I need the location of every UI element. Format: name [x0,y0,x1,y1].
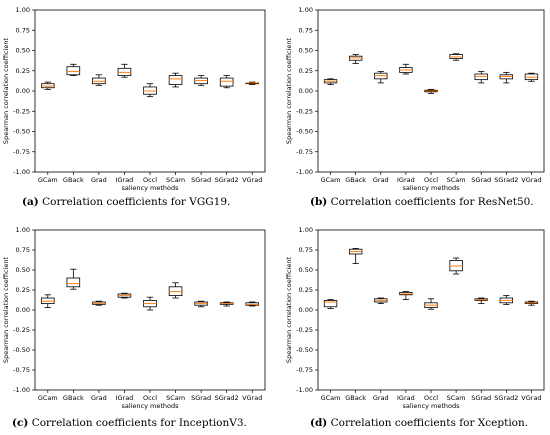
xtick-label-c-6: SGrad [191,394,211,402]
xtick-label-c-5: SCam [166,394,185,402]
ytick-label-a-5: 0.25 [16,67,30,75]
ytick-label-c-6: 0.50 [16,266,30,274]
xtick-label-a-5: SCam [166,176,185,184]
xtick-label-d-1: GBack [345,394,366,402]
ytick-label-a-4: 0.00 [16,87,30,95]
ytick-label-a-3: -0.25 [13,107,30,115]
xtick-label-a-8: VGrad [242,176,262,184]
ytick-label-d-4: 0.00 [299,306,313,314]
ytick-label-c-4: 0.00 [16,306,30,314]
ylabel-b: Spearman correlation coefficient [285,37,293,144]
caption-d-text: Correlation coefficients for Xception. [330,417,529,429]
xtick-label-b-0: GCam [321,176,341,184]
xtick-label-d-6: SGrad [471,394,491,402]
xtick-label-d-0: GCam [321,394,341,402]
caption-c-text: Correlation coefficients for InceptionV3… [31,417,247,429]
ytick-label-c-5: 0.25 [16,286,30,294]
caption-c: (c) Correlation coefficients for Incepti… [12,417,247,429]
ytick-label-d-5: 0.25 [299,286,313,294]
ytick-label-b-6: 0.50 [299,47,313,55]
box-a-7 [219,77,234,87]
xtick-label-b-6: SGrad [471,176,491,184]
ytick-label-c-7: 0.75 [16,246,30,254]
box-d-0 [323,299,338,308]
xtick-label-b-8: VGrad [521,176,541,184]
ytick-label-c-3: -0.25 [13,326,30,334]
xlabel-b: saliency methods [402,184,460,192]
xtick-label-d-7: SGrad2 [494,394,518,402]
xtick-label-c-8: VGrad [242,394,262,402]
ytick-label-d-3: -0.25 [296,326,313,334]
ytick-label-b-8: 1.00 [299,6,313,14]
xtick-label-c-3: IGrad [116,394,134,402]
caption-a: (a) Correlation coefficients for VGG19. [22,196,230,208]
xtick-label-d-5: SCam [447,394,466,402]
xlabel-c: saliency methods [121,402,179,410]
ytick-label-d-6: 0.50 [299,266,313,274]
xtick-label-d-8: VGrad [521,394,541,402]
caption-b-tag: (b) [310,196,328,208]
ytick-label-b-7: 0.75 [299,26,313,34]
ytick-label-b-0: -1.00 [296,168,313,176]
ytick-label-c-2: -0.50 [13,346,30,354]
ylabel-c: Spearman correlation coefficient [2,256,10,363]
xtick-label-d-4: Occl [424,394,438,402]
ytick-label-a-1: -0.75 [13,148,30,156]
xtick-label-b-7: SGrad2 [494,176,518,184]
ytick-label-a-0: -1.00 [13,168,30,176]
xtick-label-b-5: SCam [447,176,466,184]
box-a-5 [168,75,183,85]
ytick-label-c-8: 1.00 [16,226,30,234]
caption-b: (b) Correlation coefficients for ResNet5… [310,196,534,208]
ytick-label-a-8: 1.00 [16,6,30,14]
ylabel-a: Spearman correlation coefficient [2,37,10,144]
xtick-label-c-4: Occl [143,394,157,402]
ytick-label-a-6: 0.50 [16,47,30,55]
xtick-label-a-1: GBack [63,176,84,184]
xtick-label-c-7: SGrad2 [215,394,239,402]
xtick-label-c-1: GBack [63,394,84,402]
caption-d: (d) Correlation coefficients for Xceptio… [310,417,528,429]
xtick-label-b-1: GBack [345,176,366,184]
caption-d-tag: (d) [310,417,328,429]
xlabel-d: saliency methods [402,402,460,410]
caption-a-tag: (a) [22,196,39,208]
xtick-label-d-3: IGrad [397,394,415,402]
xtick-label-d-2: Grad [373,394,389,402]
caption-b-text: Correlation coefficients for ResNet50. [330,196,534,208]
xtick-label-a-2: Grad [91,176,107,184]
ytick-label-d-0: -1.00 [296,386,313,394]
xtick-label-a-7: SGrad2 [215,176,239,184]
xlabel-a: saliency methods [121,184,179,192]
caption-a-text: Correlation coefficients for VGG19. [42,196,231,208]
box-a-1 [66,66,81,76]
xtick-label-a-6: SGrad [191,176,211,184]
ytick-label-c-0: -1.00 [13,386,30,394]
ytick-label-b-5: 0.25 [299,67,313,75]
ytick-label-d-2: -0.50 [296,346,313,354]
xtick-label-a-3: IGrad [116,176,134,184]
ytick-label-a-7: 0.75 [16,26,30,34]
ytick-label-d-7: 0.75 [299,246,313,254]
ylabel-d: Spearman correlation coefficient [285,256,293,363]
xtick-label-c-0: GCam [38,394,58,402]
xtick-label-a-4: Occl [143,176,157,184]
caption-c-tag: (c) [12,417,29,429]
ytick-label-d-1: -0.75 [296,366,313,374]
ytick-label-b-3: -0.25 [296,107,313,115]
ytick-label-b-2: -0.50 [296,128,313,136]
xtick-label-c-2: Grad [91,394,107,402]
ytick-label-d-8: 1.00 [299,226,313,234]
xtick-label-b-2: Grad [373,176,389,184]
ytick-label-b-4: 0.00 [299,87,313,95]
ytick-label-a-2: -0.50 [13,128,30,136]
box-c-1 [66,277,81,288]
xtick-label-b-3: IGrad [397,176,415,184]
ytick-label-c-1: -0.75 [13,366,30,374]
xtick-label-a-0: GCam [38,176,58,184]
xtick-label-b-4: Occl [424,176,438,184]
ytick-label-b-1: -0.75 [296,148,313,156]
